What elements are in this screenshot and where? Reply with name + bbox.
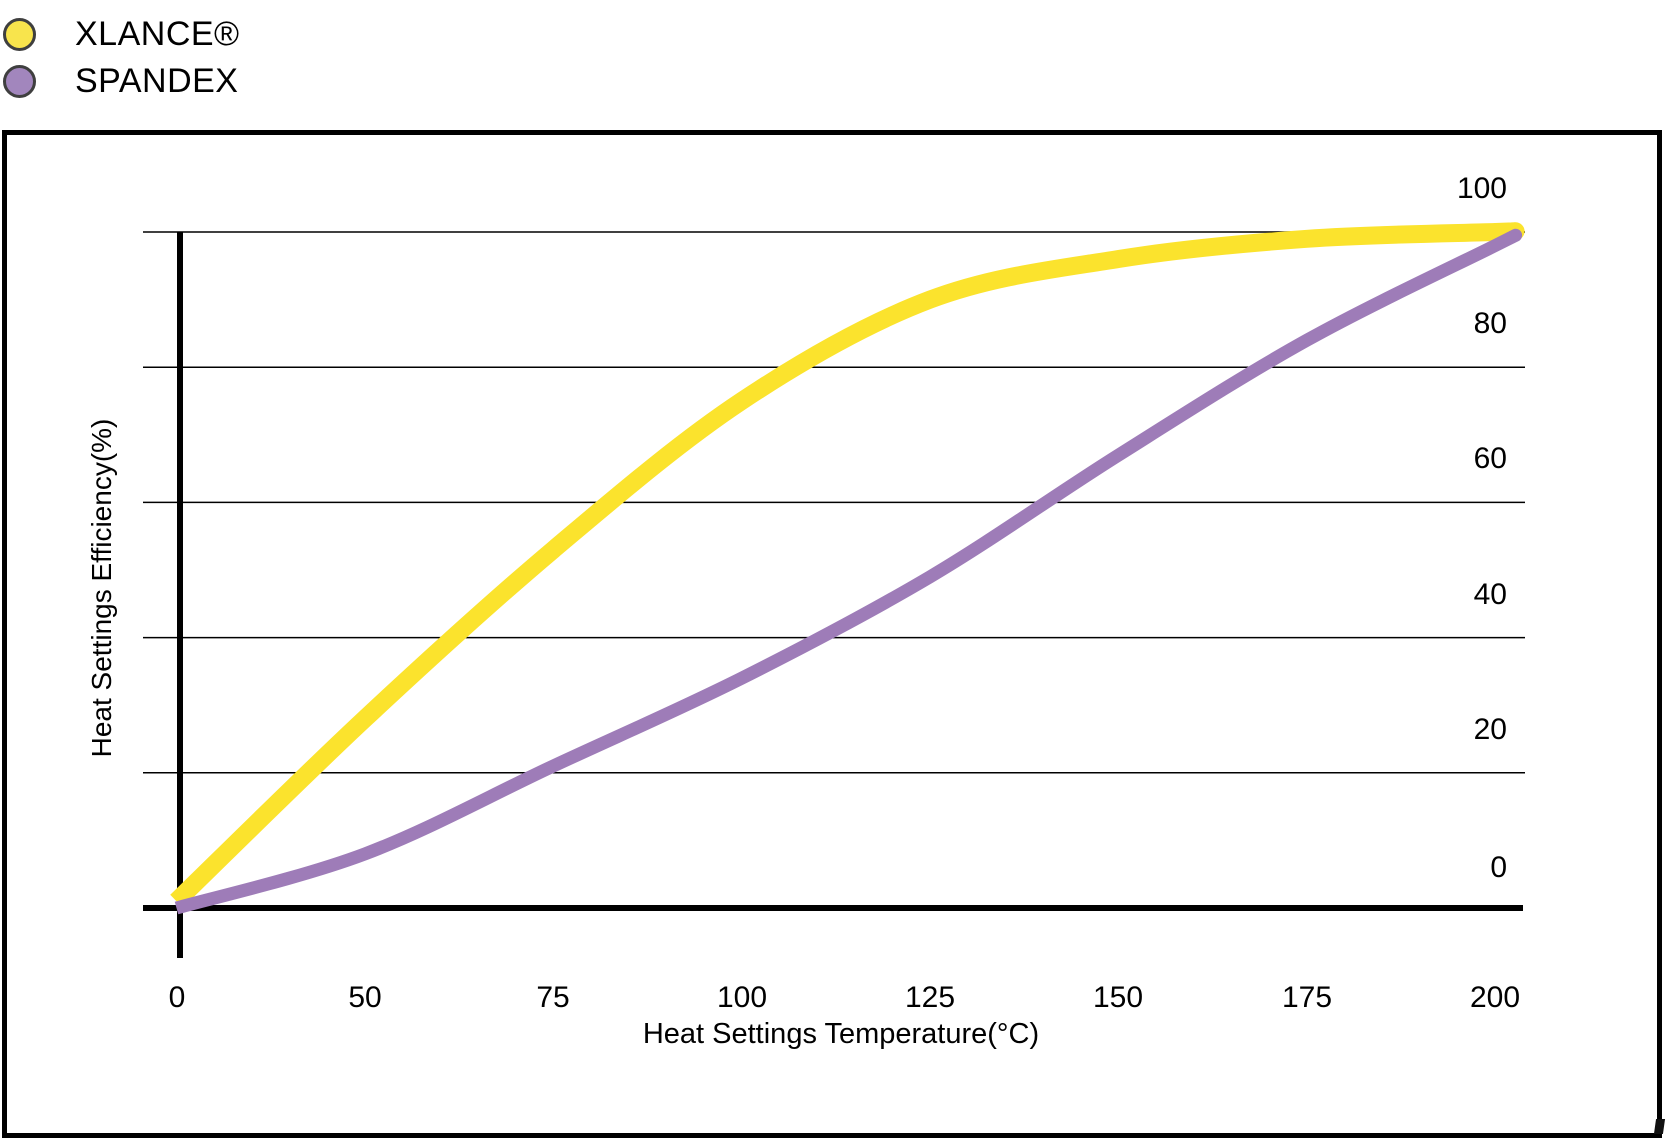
ytick-20: 20 (1473, 713, 1507, 746)
xtick-150: 150 (1092, 981, 1144, 1014)
ytick-40: 40 (1473, 578, 1507, 611)
legend-item-xlance: XLANCE® (3, 14, 240, 54)
x-axis-title: Heat Settings Temperature(°C) (642, 1018, 1040, 1050)
xtick-0: 0 (168, 981, 186, 1014)
xtick-200: 200 (1469, 981, 1521, 1014)
ytick-80: 80 (1473, 307, 1507, 340)
y-axis-title: Heat Settings Efficiency(%) (86, 418, 117, 758)
xtick-175: 175 (1281, 981, 1333, 1014)
legend-label-xlance: XLANCE® (75, 15, 240, 53)
ytick-100: 100 (1456, 172, 1507, 205)
xtick-50: 50 (348, 981, 382, 1014)
xlance-series-swatch-icon (3, 17, 36, 51)
xtick-75: 75 (536, 981, 570, 1014)
ytick-0: 0 (1490, 851, 1507, 884)
ytick-60: 60 (1473, 442, 1507, 475)
legend-label-spandex: SPANDEX (75, 62, 239, 100)
xtick-100: 100 (716, 981, 768, 1014)
spandex-series-swatch-icon (3, 64, 36, 98)
legend-item-spandex: SPANDEX (3, 61, 238, 101)
xtick-125: 125 (904, 981, 956, 1014)
